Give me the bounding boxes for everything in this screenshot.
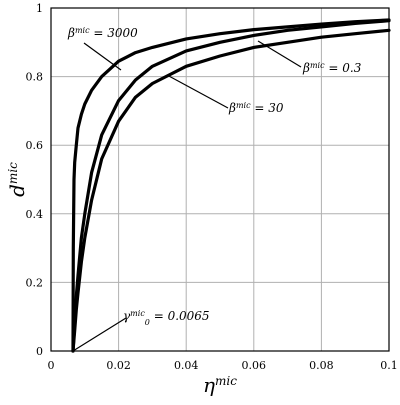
annotation-leader-gamma-threshold — [72, 317, 127, 352]
y-tick-label-1: 0.2 — [26, 276, 44, 289]
series-layer — [71, 18, 391, 353]
annotation-layer: βmic = 3000 βmic = 30 βmic = 0.3 γmic0 =… — [67, 26, 362, 352]
plot-frame — [50, 7, 390, 352]
annotation-leader-beta-3000 — [83, 42, 122, 71]
annotation-leader-beta-30 — [166, 74, 229, 109]
x-tick-label-4: 0.08 — [309, 359, 334, 372]
x-tick-label-5: 0.1 — [380, 359, 398, 372]
x-tick-label-2: 0.04 — [174, 359, 199, 372]
x-tick-label-0: 0 — [48, 359, 55, 372]
x-axis-label: ηmic — [203, 373, 237, 397]
annotation-beta-30: βmic = 30 — [228, 101, 284, 116]
series-line-0 — [71, 18, 391, 353]
annotation-gamma-threshold: γmic0 = 0.0065 — [123, 309, 210, 327]
x-tick-label-3: 0.06 — [242, 359, 267, 372]
series-line-2 — [71, 28, 391, 353]
series-line-1 — [71, 19, 391, 353]
x-tick-label-1: 0.02 — [106, 359, 131, 372]
annotation-beta-0-3: βmic = 0.3 — [302, 61, 362, 76]
annotation-leader-beta-0-3 — [257, 40, 302, 68]
y-tick-label-3: 0.6 — [26, 139, 44, 152]
y-axis-label: dmic — [5, 162, 29, 197]
y-tick-label-4: 0.8 — [26, 71, 44, 84]
y-tick-label-2: 0.4 — [26, 208, 44, 221]
grid-layer — [50, 7, 390, 352]
y-tick-label-0: 0 — [36, 345, 43, 358]
y-tick-label-5: 1 — [36, 2, 43, 15]
annotation-beta-3000: βmic = 3000 — [67, 26, 138, 41]
tick-layer: 0 0.02 0.04 0.06 0.08 0.1 0 0.2 0.4 0.6 0.8 1 — [26, 2, 398, 372]
